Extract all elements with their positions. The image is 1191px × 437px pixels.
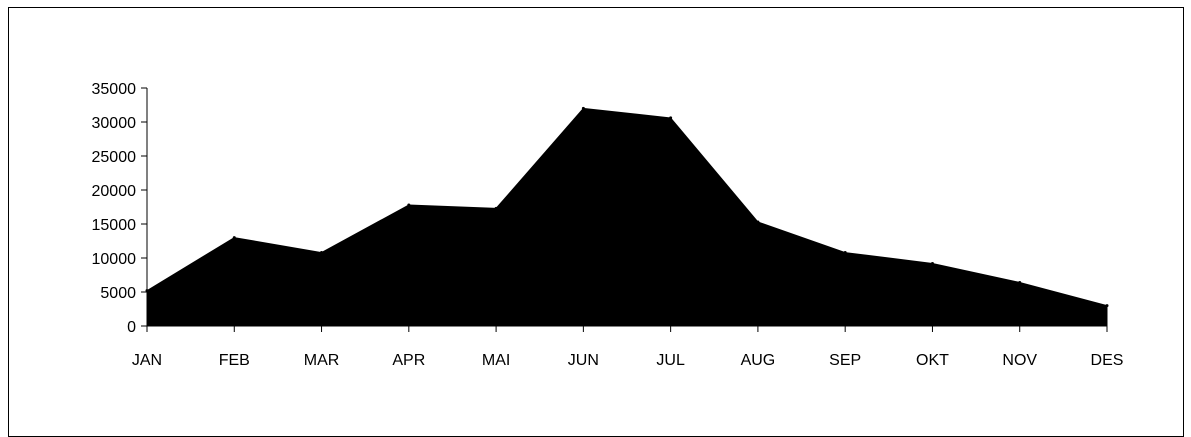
data-point-jun	[581, 106, 585, 110]
data-point-des	[1105, 304, 1109, 308]
data-point-feb	[232, 236, 236, 240]
x-tick-label-apr: APR	[392, 352, 425, 369]
data-point-sep	[843, 251, 847, 255]
x-tick-label-jan: JAN	[132, 352, 162, 369]
y-tick-label: 30000	[92, 115, 137, 132]
y-tick-label: 35000	[92, 81, 137, 98]
y-tick-label: 10000	[92, 251, 137, 268]
y-tick-label: 15000	[92, 217, 137, 234]
data-point-aug	[756, 220, 760, 224]
x-tick-label-feb: FEB	[219, 352, 250, 369]
x-tick-label-okt: OKT	[916, 352, 949, 369]
x-tick-label-mai: MAI	[482, 352, 510, 369]
y-tick-label: 0	[127, 319, 136, 336]
tick-labels-layer: 0 5000 10000 15000 20000 25000 30000 35000 JAN FE…	[92, 81, 1124, 369]
data-point-mar	[320, 251, 324, 255]
x-tick-label-mar: MAR	[304, 352, 340, 369]
y-tick-label: 25000	[92, 149, 137, 166]
x-tick-label-jun: JUN	[568, 352, 599, 369]
x-tick-label-nov: NOV	[1002, 352, 1037, 369]
x-tick-label-aug: AUG	[741, 352, 776, 369]
area-series-layer	[145, 106, 1109, 327]
y-tick-label: 20000	[92, 183, 137, 200]
axes-layer	[141, 87, 1108, 332]
data-point-okt	[930, 261, 934, 265]
data-point-apr	[407, 203, 411, 207]
x-tick-label-sep: SEP	[829, 352, 861, 369]
x-tick-label-des: DES	[1091, 352, 1124, 369]
area-series	[146, 107, 1108, 327]
y-tick-label: 5000	[100, 285, 136, 302]
x-tick-label-jul: JUL	[656, 352, 685, 369]
data-point-jul	[669, 116, 673, 120]
data-point-mai	[494, 206, 498, 210]
data-point-nov	[1018, 280, 1022, 284]
